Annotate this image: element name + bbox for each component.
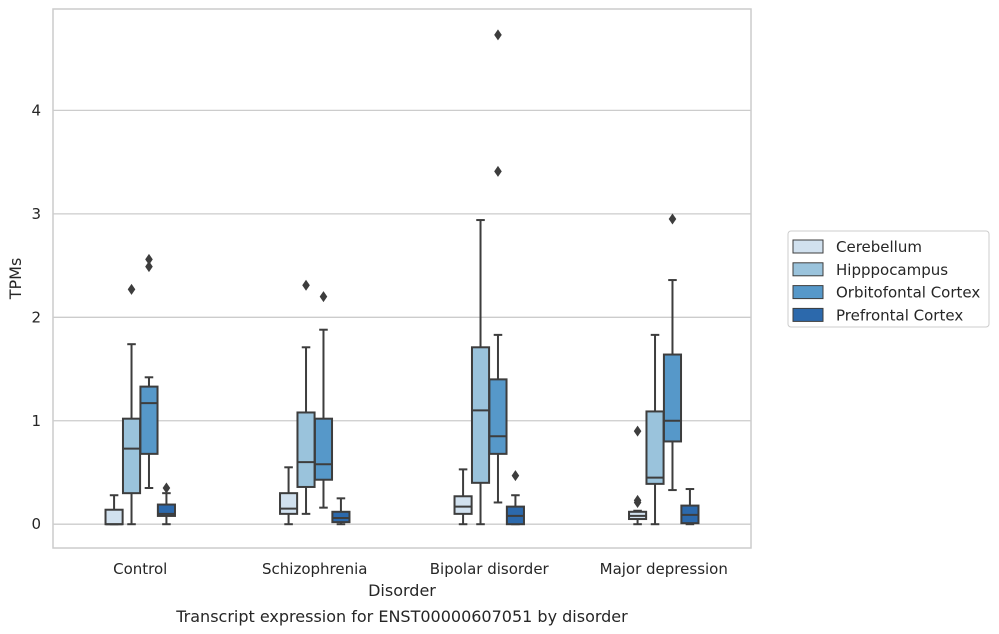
box-orbitofontal-cortex (488, 29, 508, 504)
x-axis-label: Disorder (368, 581, 436, 600)
plot-frame (52, 8, 752, 549)
x-tick-labels: Control Schizophrenia Bipolar disorder Majo… (113, 560, 728, 578)
legend-item: Orbitofontal Cortex (792, 284, 980, 302)
iqr-box (488, 378, 508, 455)
outlier-point (302, 279, 310, 291)
outlier-point (162, 482, 171, 494)
legend-item: Prefrontal Cortex (792, 306, 963, 324)
box-hipppocampus (296, 279, 316, 515)
box-cerebellum (453, 468, 473, 526)
outlier-point (633, 494, 642, 506)
legend-label: Hipppocampus (836, 261, 948, 279)
y-tick-label: 4 (31, 101, 41, 119)
box-cerebellum (628, 425, 648, 526)
box-prefrontal-cortex (331, 497, 351, 526)
iqr-box (279, 492, 299, 515)
iqr-box (331, 510, 351, 524)
legend-label: Orbitofontal Cortex (836, 284, 980, 302)
legend-swatch (792, 285, 824, 300)
x-tick-label: Control (113, 560, 167, 578)
y-tick-label: 3 (31, 205, 41, 223)
box-hipppocampus (121, 283, 142, 526)
chart-caption: Transcript expression for ENST0000060705… (175, 607, 628, 626)
outlier-point (127, 283, 136, 295)
box-cerebellum (279, 466, 299, 526)
x-tick-label: Bipolar disorder (430, 560, 550, 578)
y-axis-label: TPMs (6, 258, 25, 301)
legend-swatch (792, 262, 824, 277)
iqr-box (662, 353, 683, 443)
outlier-point (145, 253, 153, 265)
box-prefrontal-cortex (156, 482, 176, 526)
y-tick-labels: 0 1 2 3 4 (31, 101, 41, 533)
x-tick-label: Major depression (600, 560, 728, 578)
outlier-point (494, 165, 502, 177)
outlier-point (145, 261, 153, 273)
iqr-box (296, 411, 316, 488)
outlier-point (494, 29, 502, 41)
legend-label: Prefrontal Cortex (836, 306, 963, 324)
y-tick-label: 0 (31, 515, 41, 533)
box-hipppocampus (470, 219, 491, 526)
legend-label: Cerebellum (836, 238, 922, 256)
box-hipppocampus (645, 333, 665, 526)
iqr-box (156, 503, 176, 517)
y-tick-label: 1 (31, 412, 41, 430)
box-orbitofontal-cortex (662, 213, 683, 492)
iqr-box (139, 385, 159, 455)
legend-item: Cerebellum (792, 238, 922, 256)
legend-item: Hipppocampus (792, 261, 948, 279)
outlier-point (633, 425, 642, 437)
box-cerebellum (104, 494, 124, 526)
box-orbitofontal-cortex (313, 291, 334, 509)
outlier-point (511, 470, 520, 482)
outlier-point (319, 291, 328, 303)
iqr-box (470, 346, 491, 484)
legend-swatch (792, 307, 824, 322)
iqr-box (313, 417, 334, 481)
legend-swatch (792, 239, 824, 254)
legend-frame (787, 230, 990, 328)
outlier-point (668, 213, 677, 225)
x-tick-label: Schizophrenia (262, 560, 367, 578)
iqr-box (121, 417, 142, 495)
y-tick-label: 2 (31, 308, 41, 326)
iqr-box (645, 410, 665, 485)
iqr-box (104, 508, 124, 526)
box-prefrontal-cortex (680, 488, 700, 526)
box-plot-boxes (104, 29, 700, 526)
legend: Cerebellum Hipppocampus Orbitofontal Corte… (787, 230, 990, 328)
box-prefrontal-cortex (505, 470, 525, 526)
iqr-box (453, 495, 473, 515)
box-orbitofontal-cortex (139, 253, 159, 489)
